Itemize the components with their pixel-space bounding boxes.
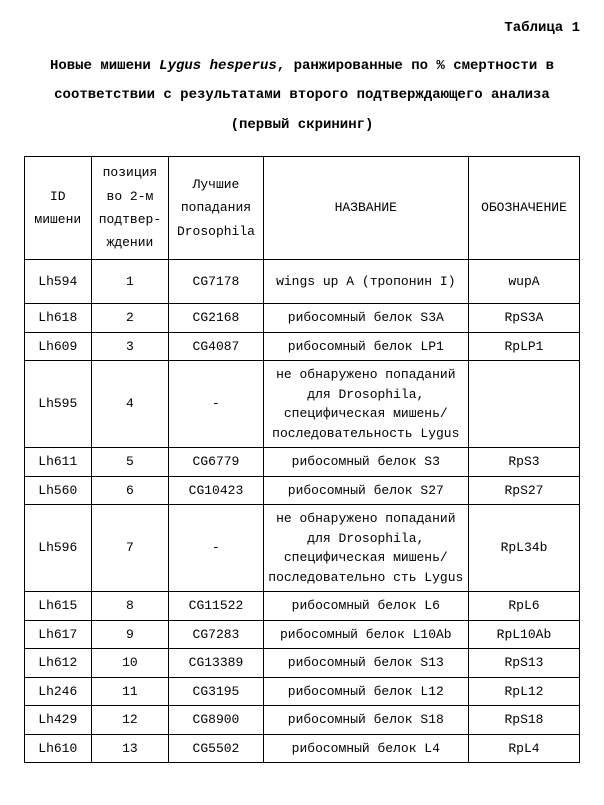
table-row: Lh246 11 CG3195 рибосомный белок L12 RpL… xyxy=(25,677,580,706)
table-header-row: ID мишени позиция во 2-м подтвер-ждении … xyxy=(25,157,580,260)
cell-id: Lh612 xyxy=(25,649,92,678)
cell-id: Lh611 xyxy=(25,448,92,477)
cell-pos: 11 xyxy=(91,677,169,706)
cell-des: RpS18 xyxy=(468,706,579,735)
cell-id: Lh429 xyxy=(25,706,92,735)
cell-hit: CG11522 xyxy=(169,592,263,621)
cell-hit: CG13389 xyxy=(169,649,263,678)
caption-line1-pre: Новые мишени xyxy=(50,58,159,74)
caption-line3: (первый скрининг) xyxy=(231,117,374,133)
cell-des: RpS13 xyxy=(468,649,579,678)
cell-id: Lh596 xyxy=(25,505,92,592)
cell-pos: 13 xyxy=(91,734,169,763)
caption-line2: соответствии с результатами второго подт… xyxy=(54,87,550,103)
table-row: Lh596 7 - не обнаружено попаданий для Dr… xyxy=(25,505,580,592)
cell-name: рибосомный белок L10Ab xyxy=(263,620,468,649)
cell-name: не обнаружено попаданий для Drosophila, … xyxy=(263,361,468,448)
table-row: Lh612 10 CG13389 рибосомный белок S13 Rp… xyxy=(25,649,580,678)
cell-hit: CG3195 xyxy=(169,677,263,706)
cell-pos: 10 xyxy=(91,649,169,678)
cell-pos: 8 xyxy=(91,592,169,621)
cell-pos: 4 xyxy=(91,361,169,448)
cell-hit: CG7178 xyxy=(169,259,263,304)
cell-id: Lh609 xyxy=(25,332,92,361)
cell-name: рибосомный белок L6 xyxy=(263,592,468,621)
table-row: Lh609 3 CG4087 рибосомный белок LP1 RpLP… xyxy=(25,332,580,361)
cell-des xyxy=(468,361,579,448)
cell-hit: CG6779 xyxy=(169,448,263,477)
cell-id: Lh615 xyxy=(25,592,92,621)
col-hit: Лучшие попадания Drosophila xyxy=(169,157,263,260)
cell-pos: 1 xyxy=(91,259,169,304)
cell-hit: CG10423 xyxy=(169,476,263,505)
cell-name: не обнаружено попаданий для Drosophila, … xyxy=(263,505,468,592)
cell-hit: CG5502 xyxy=(169,734,263,763)
cell-des: RpL34b xyxy=(468,505,579,592)
cell-name: рибосомный белок S3A xyxy=(263,304,468,333)
caption-line1-post: , ранжированные по % смертности в xyxy=(277,58,554,74)
cell-pos: 5 xyxy=(91,448,169,477)
cell-pos: 7 xyxy=(91,505,169,592)
col-name: НАЗВАНИЕ xyxy=(263,157,468,260)
cell-name: рибосомный белок L12 xyxy=(263,677,468,706)
cell-id: Lh617 xyxy=(25,620,92,649)
cell-name: рибосомный белок S13 xyxy=(263,649,468,678)
cell-hit: CG2168 xyxy=(169,304,263,333)
table-row: Lh560 6 CG10423 рибосомный белок S27 RpS… xyxy=(25,476,580,505)
cell-pos: 2 xyxy=(91,304,169,333)
cell-des: RpL10Ab xyxy=(468,620,579,649)
cell-name: рибосомный белок LP1 xyxy=(263,332,468,361)
table-row: Lh617 9 CG7283 рибосомный белок L10Ab Rp… xyxy=(25,620,580,649)
targets-table: ID мишени позиция во 2-м подтвер-ждении … xyxy=(24,156,580,763)
cell-name: рибосомный белок S27 xyxy=(263,476,468,505)
cell-pos: 12 xyxy=(91,706,169,735)
cell-name: рибосомный белок L4 xyxy=(263,734,468,763)
cell-pos: 3 xyxy=(91,332,169,361)
cell-pos: 9 xyxy=(91,620,169,649)
table-row: Lh611 5 CG6779 рибосомный белок S3 RpS3 xyxy=(25,448,580,477)
cell-id: Lh560 xyxy=(25,476,92,505)
cell-id: Lh610 xyxy=(25,734,92,763)
table-label: Таблица 1 xyxy=(24,20,580,36)
cell-id: Lh594 xyxy=(25,259,92,304)
cell-des: RpS3 xyxy=(468,448,579,477)
table-row: Lh618 2 CG2168 рибосомный белок S3A RpS3… xyxy=(25,304,580,333)
cell-hit: - xyxy=(169,505,263,592)
col-id: ID мишени xyxy=(25,157,92,260)
cell-name: рибосомный белок S18 xyxy=(263,706,468,735)
cell-hit: CG7283 xyxy=(169,620,263,649)
cell-id: Lh595 xyxy=(25,361,92,448)
cell-des: RpS3A xyxy=(468,304,579,333)
col-position: позиция во 2-м подтвер-ждении xyxy=(91,157,169,260)
cell-des: wupA xyxy=(468,259,579,304)
cell-pos: 6 xyxy=(91,476,169,505)
cell-des: RpLP1 xyxy=(468,332,579,361)
table-caption: Новые мишени Lygus hesperus, ранжированн… xyxy=(24,52,580,140)
table-row: Lh610 13 CG5502 рибосомный белок L4 RpL4 xyxy=(25,734,580,763)
cell-name: wings up A (тропонин I) xyxy=(263,259,468,304)
cell-des: RpL12 xyxy=(468,677,579,706)
cell-name: рибосомный белок S3 xyxy=(263,448,468,477)
cell-des: RpS27 xyxy=(468,476,579,505)
table-row: Lh594 1 CG7178 wings up A (тропонин I) w… xyxy=(25,259,580,304)
cell-hit: - xyxy=(169,361,263,448)
cell-hit: CG8900 xyxy=(169,706,263,735)
cell-hit: CG4087 xyxy=(169,332,263,361)
cell-des: RpL4 xyxy=(468,734,579,763)
cell-id: Lh246 xyxy=(25,677,92,706)
cell-id: Lh618 xyxy=(25,304,92,333)
caption-line1-italic: Lygus hesperus xyxy=(159,58,277,74)
table-row: Lh615 8 CG11522 рибосомный белок L6 RpL6 xyxy=(25,592,580,621)
table-row: Lh429 12 CG8900 рибосомный белок S18 RpS… xyxy=(25,706,580,735)
cell-des: RpL6 xyxy=(468,592,579,621)
table-row: Lh595 4 - не обнаружено попаданий для Dr… xyxy=(25,361,580,448)
col-designation: ОБОЗНАЧЕНИЕ xyxy=(468,157,579,260)
